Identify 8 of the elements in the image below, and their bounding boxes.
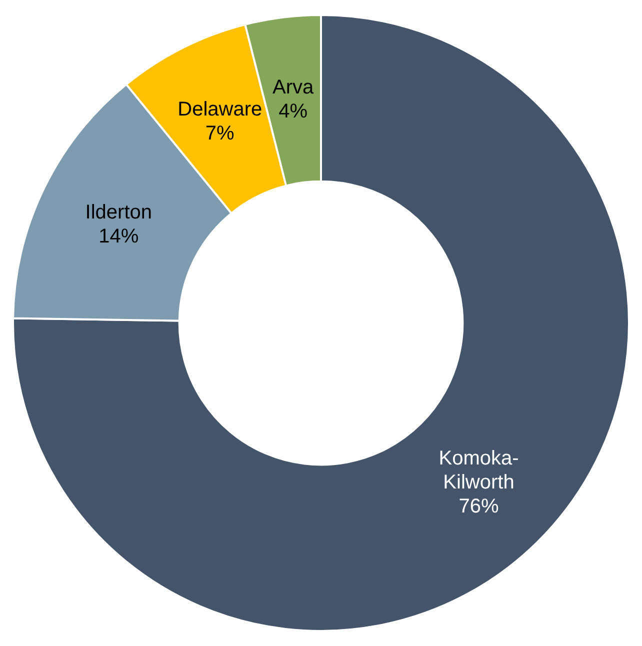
data-label: 4%	[278, 100, 308, 122]
data-label: 7%	[205, 122, 235, 145]
slice-label: Komoka-Kilworth	[438, 448, 519, 494]
data-label: 76%	[458, 496, 499, 518]
slice-label: Delaware	[178, 98, 262, 121]
data-label: 14%	[98, 226, 139, 248]
slice-label: Ilderton	[85, 202, 152, 224]
slice-label: Arva	[272, 76, 315, 98]
